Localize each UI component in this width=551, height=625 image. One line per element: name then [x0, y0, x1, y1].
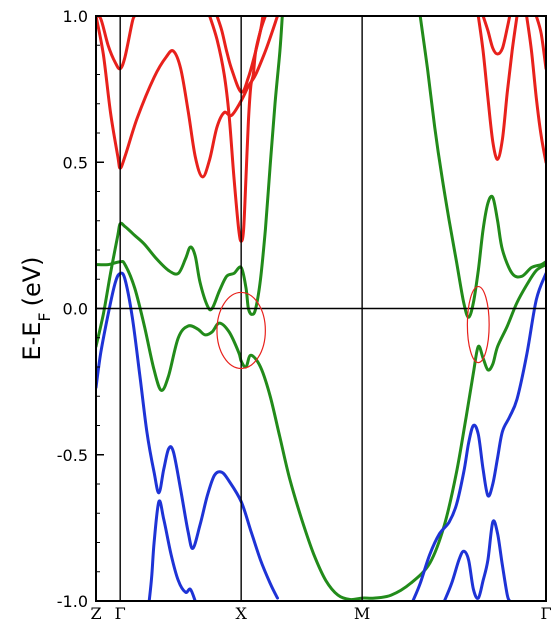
- band-near_fermi-8: [96, 16, 284, 348]
- y-tick-label-0: -1.0: [57, 592, 88, 611]
- kpoint-label-4: Γ: [540, 604, 551, 623]
- annotation-ellipse-1: [466, 285, 490, 364]
- band-conduction-5: [481, 16, 512, 56]
- annotation-circles: [216, 285, 490, 370]
- kpoint-label-0: Z: [90, 604, 101, 623]
- band-conduction-0: [96, 16, 137, 71]
- y-tick-label-1: -0.5: [57, 446, 88, 465]
- band-conduction-4: [476, 16, 519, 161]
- y-tick-label-4: 1.0: [63, 7, 88, 26]
- band-near_fermi-9: [96, 259, 546, 601]
- y-axis-label: E-EF(eV): [18, 256, 54, 360]
- band-near_fermi-10: [418, 16, 546, 319]
- kpoint-label-2: X: [235, 604, 247, 623]
- annotation-ellipse-0: [216, 291, 266, 370]
- y-tick-label-3: 0.5: [63, 153, 88, 172]
- band-lines: [96, 16, 546, 601]
- y-tick-label-2: 0.0: [63, 300, 88, 319]
- y-ticks: -1.0 -0.5 0.0 0.5 1.0: [57, 7, 104, 611]
- kpoint-label-1: Γ: [115, 604, 126, 623]
- band-valence-12: [147, 499, 197, 601]
- band-valence-11: [96, 271, 279, 600]
- band-valence-14: [442, 519, 512, 601]
- band-conduction-7: [534, 16, 546, 71]
- kpoint-label-3: M: [354, 604, 370, 623]
- band-valence-13: [411, 271, 546, 601]
- band-conduction-6: [525, 16, 546, 164]
